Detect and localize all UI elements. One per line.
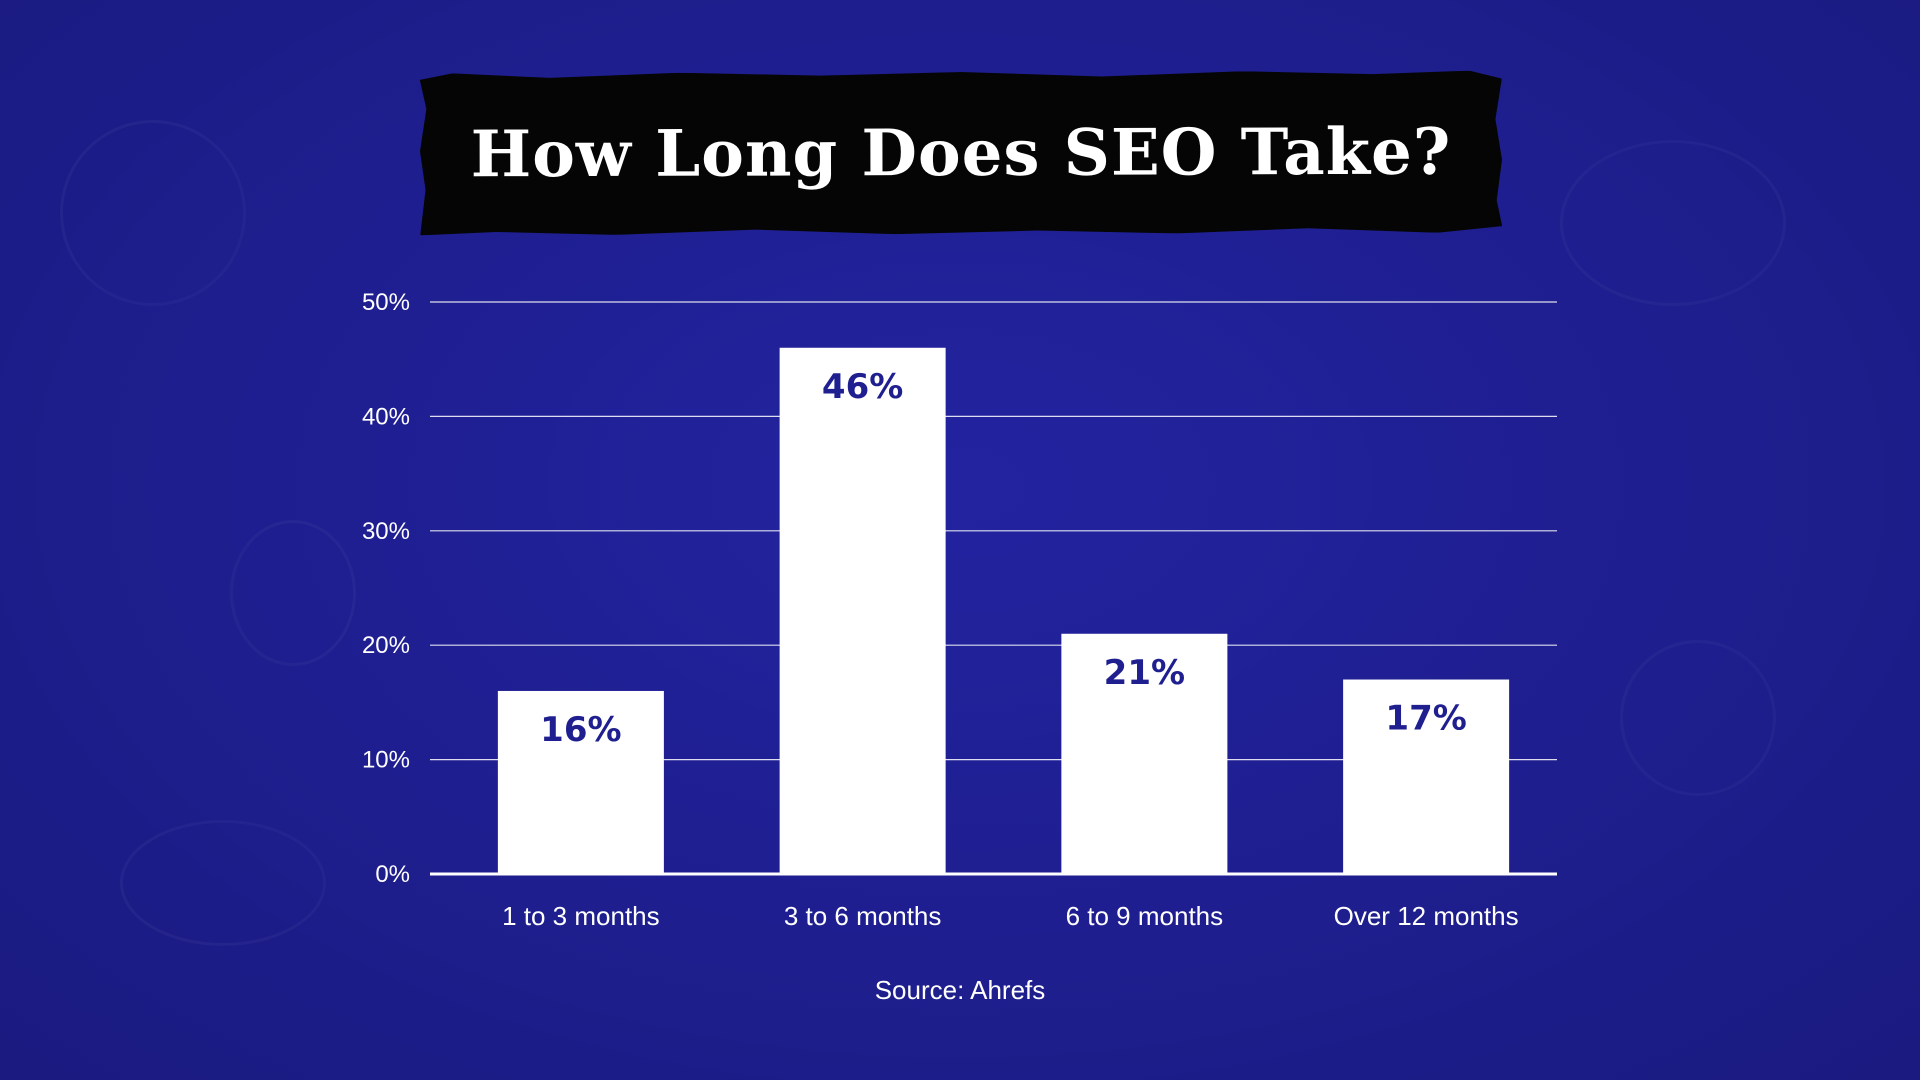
- bar-value-label: 16%: [540, 710, 621, 750]
- y-tick-label: 20%: [362, 632, 410, 659]
- x-category-label: 3 to 6 months: [784, 901, 942, 931]
- y-tick-label: 30%: [362, 518, 410, 545]
- source-note: Source: Ahrefs: [874, 975, 1046, 1005]
- bar-value-label: 17%: [1385, 699, 1466, 739]
- y-tick-label: 10%: [362, 747, 410, 774]
- bar: [1061, 633, 1228, 874]
- bar: [497, 690, 664, 874]
- y-tick-label: 40%: [362, 403, 410, 430]
- bar: [1343, 679, 1510, 874]
- bar-value-label: 46%: [822, 367, 903, 407]
- bar-value-label: 21%: [1104, 653, 1185, 693]
- bar: [779, 347, 946, 874]
- x-category-label: 1 to 3 months: [502, 901, 660, 931]
- y-tick-label: 0%: [375, 861, 410, 888]
- x-category-label: Over 12 months: [1334, 901, 1519, 931]
- y-tick-label: 50%: [362, 289, 410, 316]
- x-category-label: 6 to 9 months: [1066, 901, 1224, 931]
